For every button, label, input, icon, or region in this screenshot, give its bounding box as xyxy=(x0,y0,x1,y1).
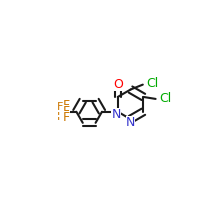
Text: N: N xyxy=(111,108,121,121)
Text: F: F xyxy=(63,111,70,124)
Text: F: F xyxy=(63,105,70,118)
Text: F: F xyxy=(57,102,64,112)
Text: F: F xyxy=(57,107,64,117)
Text: O: O xyxy=(113,78,123,91)
Text: F: F xyxy=(57,112,64,122)
Text: Cl: Cl xyxy=(146,77,159,90)
Text: F: F xyxy=(63,99,70,112)
Text: N: N xyxy=(126,116,135,129)
Text: Cl: Cl xyxy=(159,92,171,105)
